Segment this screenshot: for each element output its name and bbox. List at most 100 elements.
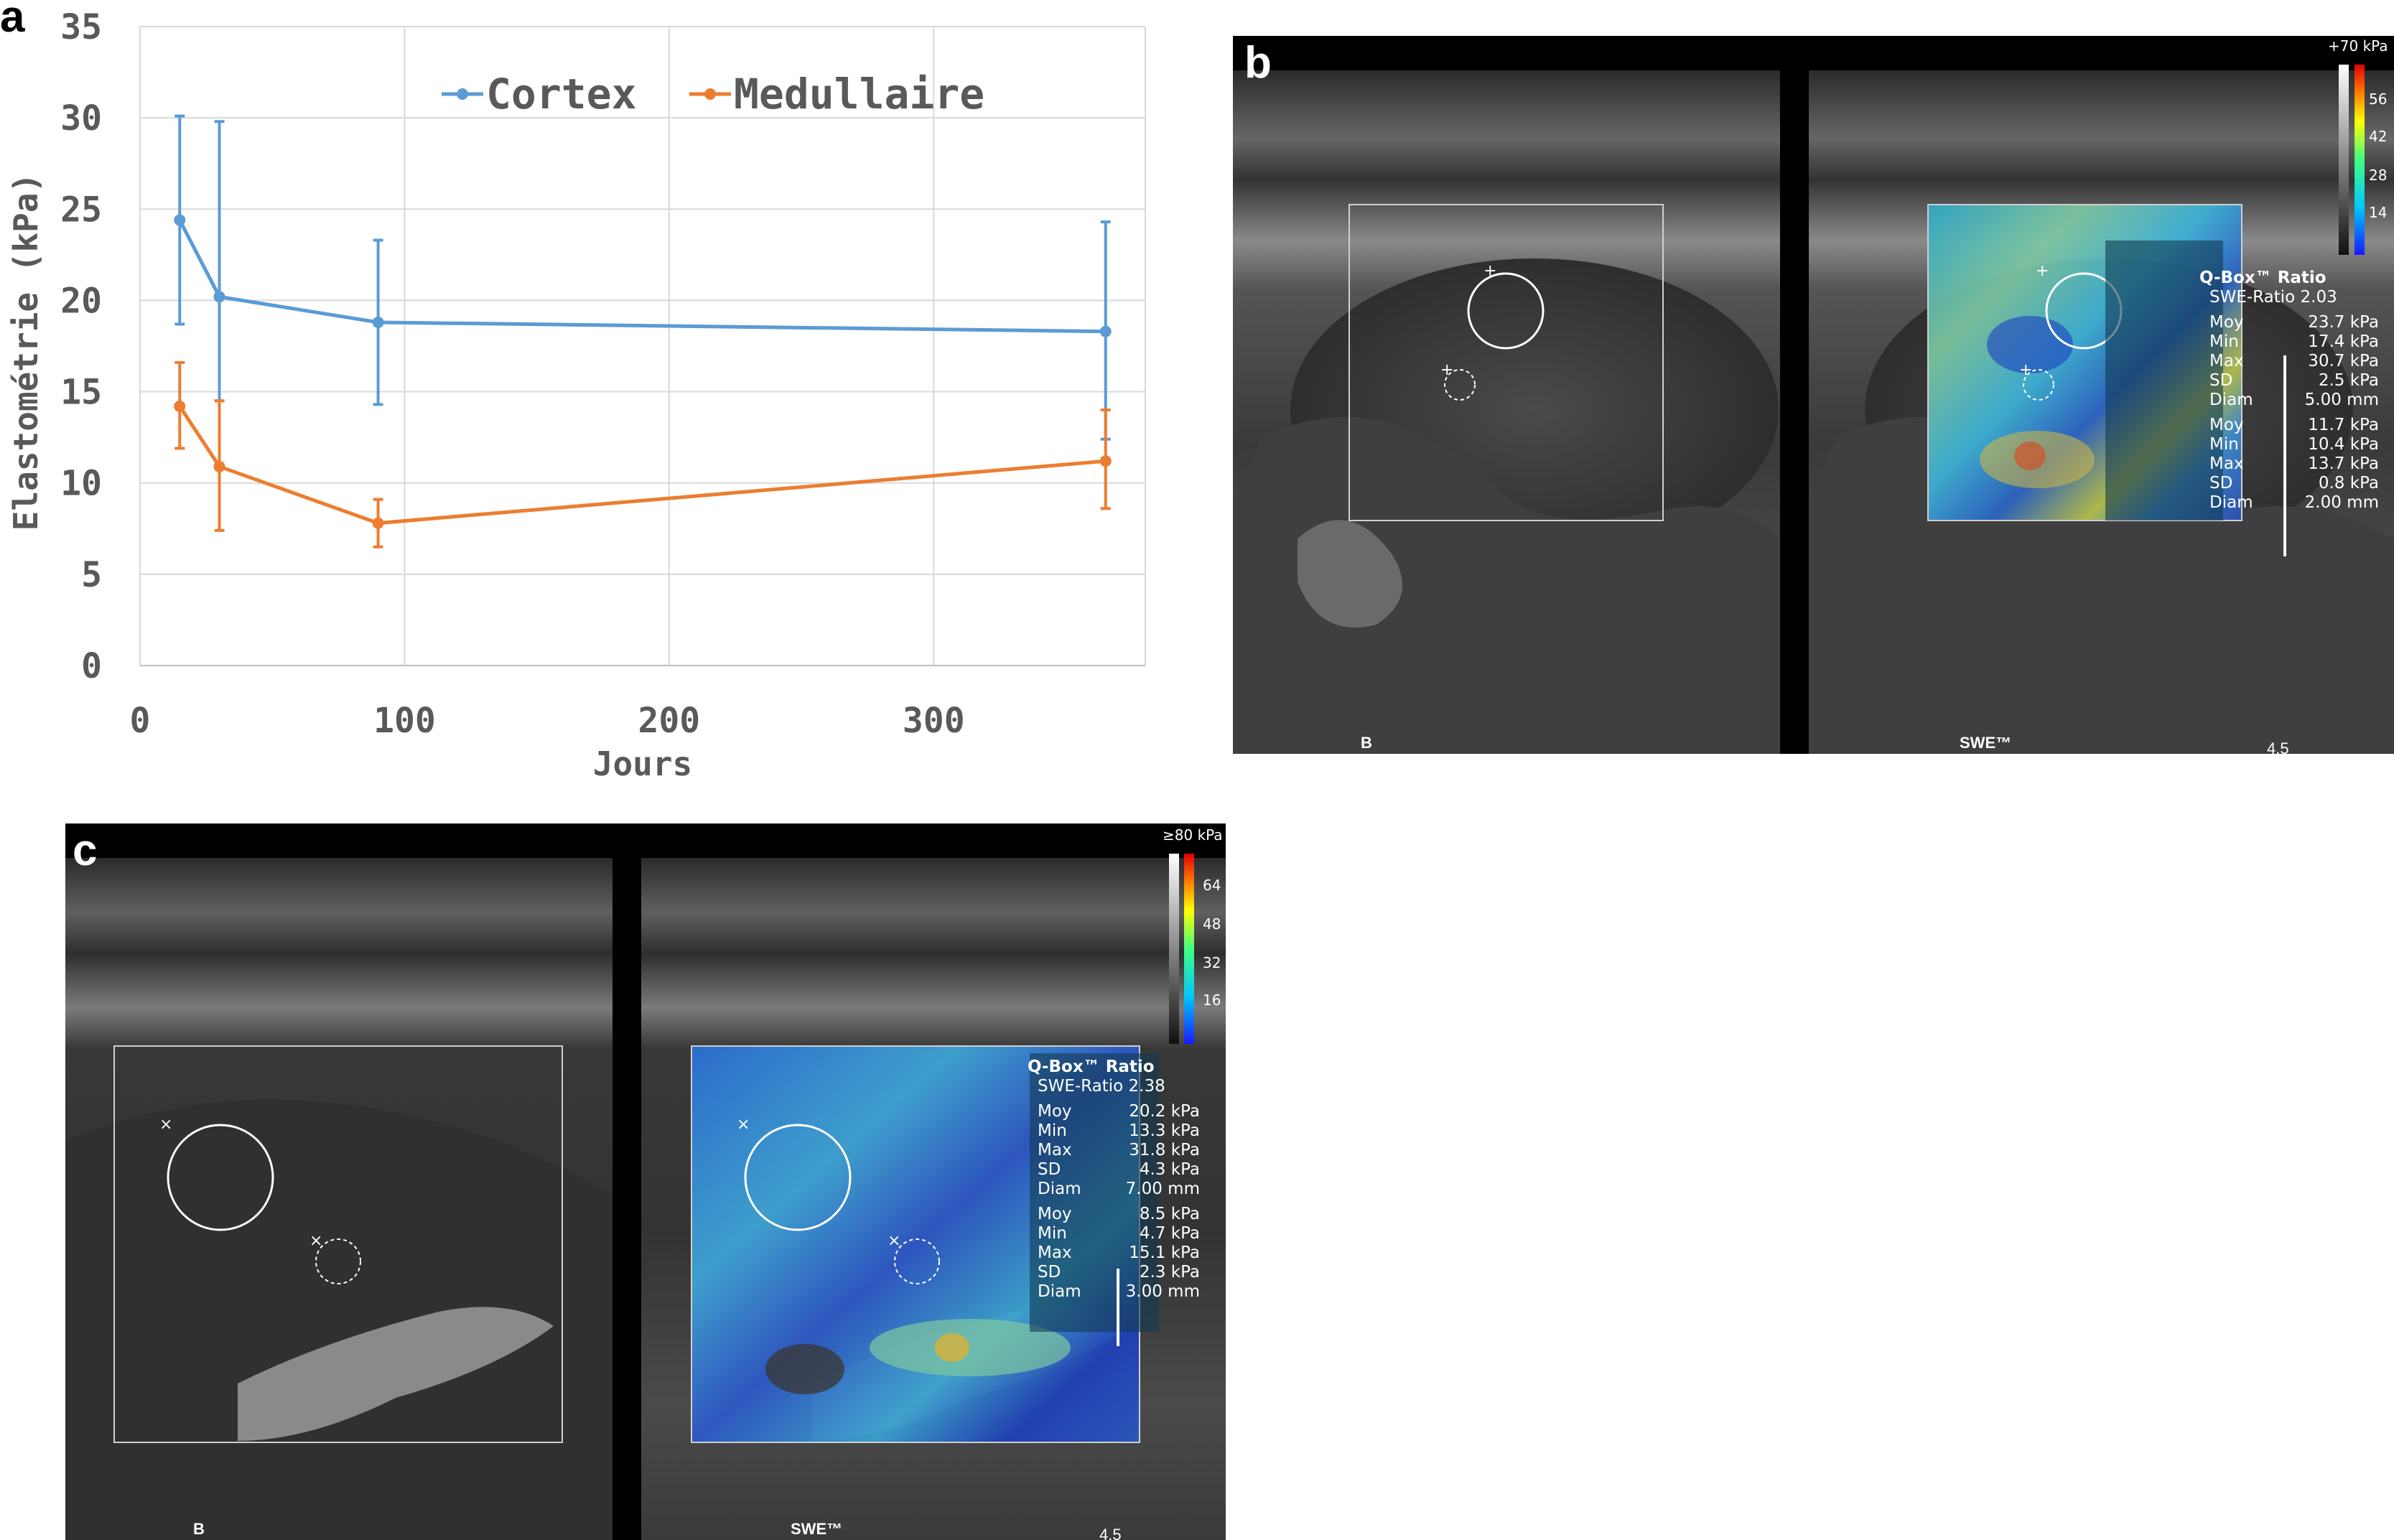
y-tick-label: 30 <box>60 98 102 139</box>
legend-marker <box>457 88 468 100</box>
ultrasound-image-c: × × × × <box>65 823 1226 1540</box>
panel-a-letter: a <box>0 0 25 42</box>
series-line-cortex <box>178 219 1106 334</box>
legend-label: Cortex <box>486 70 637 118</box>
qbox-row-value: 13.3 kPa <box>1129 1121 1200 1140</box>
qbox-row-label: Moy <box>1038 1205 1072 1223</box>
qbox-row-value: 0.8 kPa <box>2318 474 2379 493</box>
qbox-row: Min 4.7 kPa <box>1028 1224 1200 1243</box>
y-tick-label: 5 <box>81 555 102 595</box>
b-mode-label: B <box>1361 734 1372 752</box>
qbox-row-value: 8.5 kPa <box>1139 1205 1200 1223</box>
data-point <box>372 316 384 328</box>
qbox-row: Min 17.4 kPa <box>2199 332 2379 352</box>
data-point <box>1099 325 1112 337</box>
x-axis-label: Jours <box>593 745 692 783</box>
qbox-row-value: 5.00 mm <box>2304 391 2379 409</box>
qbox-row-label: SD <box>1038 1160 1061 1179</box>
qbox-row-value: 3.00 mm <box>1125 1282 1200 1301</box>
swe-mode-label: SWE™ <box>1960 734 2012 752</box>
y-axis-label: Elastométrie (kPa) <box>6 173 45 531</box>
qbox-row-label: Moy <box>2209 416 2244 434</box>
legend-label: Medullaire <box>734 70 984 118</box>
y-tick-label: 15 <box>60 373 102 413</box>
qbox-row-value: 4.7 kPa <box>1139 1224 1200 1243</box>
qbox-row-label: Min <box>1038 1121 1067 1140</box>
depth-label: 4.5 <box>1099 1526 1122 1540</box>
qbox-row: SD 2.3 kPa <box>1028 1263 1200 1282</box>
y-tick-label: 0 <box>81 646 102 686</box>
colorbar-max-label: ≥80 kPa <box>1163 826 1223 844</box>
data-point <box>213 291 225 303</box>
panel-b-letter: b <box>1244 38 1272 88</box>
y-tick-label: 10 <box>60 464 102 504</box>
svg-text:+: + <box>2019 361 2032 379</box>
qbox-row-label: Moy <box>1038 1102 1072 1121</box>
data-point <box>1099 455 1112 467</box>
y-tick-label: 35 <box>60 7 102 47</box>
x-tick-label: 200 <box>638 701 700 741</box>
colorbar-tick: 32 <box>1203 954 1221 971</box>
qbox-row: Max 31.8 kPa <box>1028 1141 1200 1160</box>
qbox-row-label: Max <box>2209 454 2244 473</box>
qbox-row-label: Diam <box>2209 391 2253 409</box>
qbox-row: Diam 3.00 mm <box>1028 1282 1200 1302</box>
colorbar-tick: 14 <box>2369 204 2388 221</box>
qbox-row-label: Min <box>2209 435 2239 454</box>
data-point <box>213 460 225 472</box>
swe-ratio: SWE-Ratio 2.38 <box>1038 1077 1165 1096</box>
ultrasound-panel-c: × × × × c ≥80 kPa 64 48 32 16 B SWE™ 4.5… <box>65 823 1226 1540</box>
y-tick-label: 25 <box>60 190 102 230</box>
qbox-row-value: 23.7 kPa <box>2308 313 2379 332</box>
colorbar-tick: 16 <box>1203 991 1221 1009</box>
legend-marker <box>704 88 716 100</box>
series-line-medullaire <box>178 405 1106 526</box>
qbox-row-value: 10.4 kPa <box>2308 435 2379 454</box>
qbox-row: Max 15.1 kPa <box>1028 1243 1200 1263</box>
swe-ratio: SWE-Ratio 2.03 <box>2209 288 2337 307</box>
colorbar-tick: 28 <box>2369 167 2388 184</box>
qbox-row-value: 2.5 kPa <box>2318 371 2379 390</box>
qbox-row-label: SD <box>2209 474 2233 493</box>
svg-text:+: + <box>1440 361 1453 379</box>
qbox-row-label: Min <box>1038 1224 1067 1243</box>
svg-text:+: + <box>1484 262 1496 280</box>
qbox-row: Max 30.7 kPa <box>2199 352 2379 371</box>
qbox-row: Min 13.3 kPa <box>1028 1121 1200 1141</box>
swe-mode-label: SWE™ <box>791 1520 843 1538</box>
qbox-row-value: 2.3 kPa <box>1139 1263 1200 1282</box>
x-tick-label: 0 <box>130 701 151 741</box>
qbox-row-value: 11.7 kPa <box>2308 416 2379 434</box>
data-point <box>174 400 186 412</box>
qbox-row-value: 15.1 kPa <box>1129 1243 1200 1262</box>
qbox-row: SD 4.3 kPa <box>1028 1160 1200 1180</box>
x-tick-label: 100 <box>373 701 436 741</box>
svg-text:×: × <box>309 1232 322 1250</box>
qbox-row-label: Max <box>1038 1243 1072 1262</box>
qbox-row: Diam 7.00 mm <box>1028 1180 1200 1199</box>
svg-text:+: + <box>2036 262 2049 280</box>
qbox-row: Diam 5.00 mm <box>2199 391 2379 410</box>
svg-text:×: × <box>159 1116 172 1134</box>
elastometry-line-chart: 0 5 10 15 20 25 30 35 0 100 200 300 Elastométrie (k… <box>6 7 1146 783</box>
q-box-title: Q-Box™ Ratio <box>1028 1058 1155 1076</box>
qbox-row: SD 0.8 kPa <box>2199 474 2379 493</box>
qbox-row-label: SD <box>2209 371 2233 390</box>
svg-text:×: × <box>737 1116 750 1134</box>
x-tick-label: 300 <box>903 701 965 741</box>
qbox-row-label: Moy <box>2209 313 2244 332</box>
qbox-row-label: Diam <box>1038 1180 1081 1198</box>
depth-label: 4.5 <box>2267 739 2289 754</box>
q-box-title: Q-Box™ Ratio <box>2199 269 2327 287</box>
qbox-row-label: Diam <box>2209 493 2253 512</box>
qbox-row-label: Max <box>2209 352 2244 370</box>
qbox-row-value: 17.4 kPa <box>2308 332 2379 351</box>
qbox-row: Moy 11.7 kPa <box>2199 416 2379 435</box>
qbox-row-value: 2.00 mm <box>2304 493 2379 512</box>
y-tick-label: 20 <box>60 281 102 321</box>
panel-c-letter: c <box>73 826 98 875</box>
qbox-row-value: 30.7 kPa <box>2308 352 2379 370</box>
q-box-ratio-panel-c: Q-Box™ Ratio SWE-Ratio 2.38 Moy 20.2 kPa M… <box>1028 1058 1200 1302</box>
data-point <box>372 517 384 529</box>
svg-text:×: × <box>888 1232 900 1250</box>
